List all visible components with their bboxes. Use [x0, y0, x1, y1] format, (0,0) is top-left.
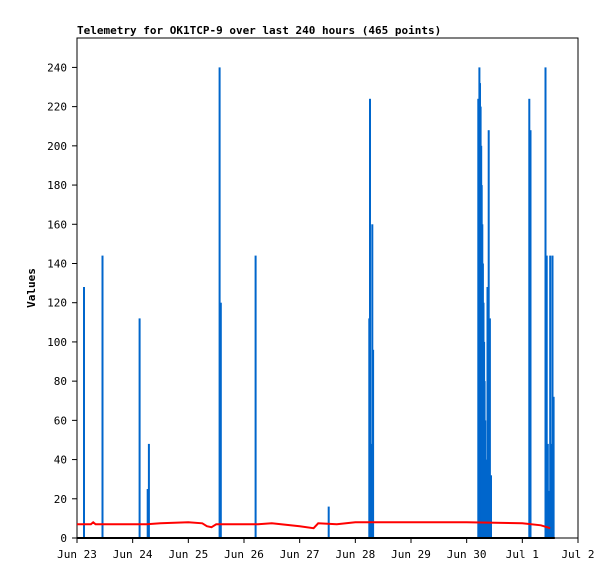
bar-mark [546, 443, 549, 538]
bar-mark [545, 255, 548, 538]
series-line-1 [77, 520, 551, 530]
x-tick-label: Jun 29 [391, 548, 431, 561]
axes: 0 20 40 60 80 100 120 140 160 180 200 220 240 Jun 23 J… [47, 61, 594, 561]
plot-frame [76, 37, 579, 539]
bar-mark [544, 67, 547, 539]
y-tick-label: 60 [54, 414, 67, 427]
y-tick-label: 160 [47, 218, 67, 231]
y-tick-label: 240 [47, 61, 67, 74]
bar-mark [551, 255, 554, 538]
y-tick-label: 40 [54, 454, 67, 467]
x-tick-label: Jun 28 [335, 548, 375, 561]
y-tick-label: 0 [60, 532, 67, 545]
y-tick-label: 20 [54, 493, 67, 506]
bar-mark [218, 67, 221, 539]
bar-mark [487, 130, 490, 538]
bar-mark [490, 475, 492, 538]
line-series [77, 520, 555, 539]
x-tick-label: Jun 30 [447, 548, 487, 561]
bar-mark [529, 130, 532, 538]
bar-mark [550, 443, 553, 538]
x-tick-label: Jun 26 [224, 548, 264, 561]
bar-mark [486, 287, 489, 538]
y-tick-label: 80 [54, 375, 67, 388]
bar-mark [549, 255, 552, 538]
plot-area [76, 37, 579, 539]
bar-mark [83, 287, 85, 538]
bar-mark [552, 396, 555, 538]
bar-series [83, 67, 555, 539]
bar-mark [147, 443, 150, 538]
y-tick-label: 180 [47, 179, 67, 192]
x-tick-label: Jul 1 [506, 548, 539, 561]
chart-title: Telemetry for OK1TCP-9 over last 240 hou… [77, 24, 441, 37]
y-tick-label: 200 [47, 140, 67, 153]
bar-mark [485, 498, 488, 538]
bar-mark [254, 255, 257, 538]
bar-mark [528, 98, 531, 539]
x-tick-label: Jun 27 [280, 548, 320, 561]
x-tick-label: Jul 2 [561, 548, 594, 561]
y-tick-label: 140 [47, 257, 67, 270]
bar-mark [477, 98, 480, 539]
y-tick-label: 100 [47, 336, 67, 349]
x-tick-label: Jun 24 [113, 548, 153, 561]
bar-mark [369, 98, 371, 539]
bar-mark [138, 318, 141, 538]
x-tick-label: Jun 25 [168, 548, 208, 561]
bar-mark [372, 349, 375, 538]
y-tick-label: 220 [47, 101, 67, 114]
x-tick-label: Jun 23 [57, 548, 97, 561]
bar-mark [488, 318, 491, 538]
bar-mark [548, 490, 550, 538]
bar-mark [327, 506, 330, 538]
y-tick-label: 120 [47, 297, 67, 310]
bar-mark [219, 302, 222, 538]
bar-mark [146, 489, 149, 538]
bar-mark [101, 255, 104, 538]
y-axis-label: Values [25, 268, 38, 308]
